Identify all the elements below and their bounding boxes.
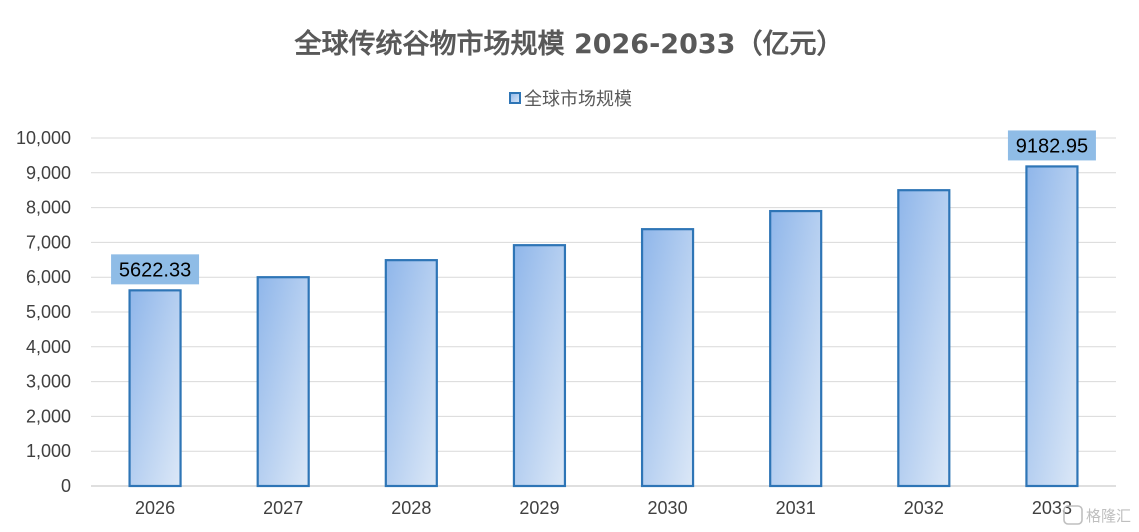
x-tick-label: 2032: [904, 498, 944, 518]
x-tick-label: 2029: [519, 498, 559, 518]
data-label-text: 9182.95: [1016, 135, 1088, 157]
y-tick-label: 5,000: [26, 302, 71, 322]
y-tick-label: 6,000: [26, 267, 71, 287]
bar-2028: [384, 259, 438, 488]
x-axis: 2026 2027 2028 2029 2030 2031 2032 2033: [135, 498, 1072, 518]
bar-2031: [769, 209, 823, 488]
data-label-text: 5622.33: [119, 259, 191, 281]
x-tick-label: 2026: [135, 498, 175, 518]
y-axis: 0 1,000 2,000 3,000 4,000 5,000 6,000 7,000 8,00…: [16, 128, 71, 496]
y-tick-label: 8,000: [26, 198, 71, 218]
x-tick-label: 2028: [391, 498, 431, 518]
bar-2030: [640, 228, 695, 488]
bars: [128, 165, 1079, 488]
watermark-logo-icon: [1063, 505, 1083, 525]
legend-swatch: [509, 92, 521, 104]
bar-2033: [1025, 165, 1079, 488]
bar-2029: [512, 244, 567, 488]
y-tick-label: 2,000: [26, 406, 71, 426]
legend-label: 全球市场规模: [524, 89, 632, 110]
y-tick-label: 4,000: [26, 337, 71, 357]
bar-2026: [128, 289, 182, 488]
grid: [91, 137, 1116, 487]
data-label-box: [111, 254, 200, 285]
chart-title: 全球传统谷物市场规模 2026-2033（亿元）: [294, 28, 844, 60]
watermark-text: 格隆汇: [1086, 507, 1131, 525]
x-tick-label: 2031: [776, 498, 816, 518]
y-tick-label: 7,000: [26, 232, 71, 252]
data-label-box: [1007, 130, 1096, 161]
y-tick-label: 3,000: [26, 372, 71, 392]
y-tick-label: 9,000: [26, 163, 71, 183]
x-tick-label: 2033: [1032, 498, 1072, 518]
data-label-2033: 9182.95: [1007, 130, 1096, 161]
bar-2032: [897, 189, 951, 488]
x-tick-label: 2030: [648, 498, 688, 518]
data-label-2026: 5622.33: [111, 254, 200, 285]
watermark: 格隆汇: [1063, 505, 1131, 525]
y-tick-label: 10,000: [16, 128, 71, 148]
legend: 全球市场规模: [509, 89, 632, 110]
bar-2027: [256, 276, 310, 488]
data-labels: 5622.33 9182.95: [111, 130, 1096, 285]
y-tick-label: 0: [61, 476, 71, 496]
y-tick-label: 1,000: [26, 441, 71, 461]
x-tick-label: 2027: [263, 498, 303, 518]
